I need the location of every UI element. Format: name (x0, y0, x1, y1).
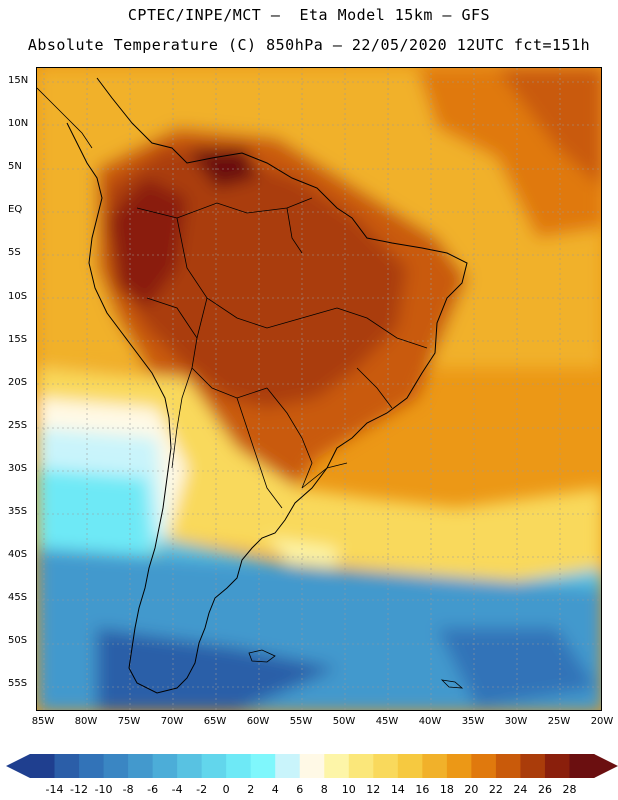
colorbar-bin (373, 754, 399, 778)
colorbar-label: -2 (196, 783, 208, 796)
lon-label: 20W (590, 716, 614, 727)
colorbar-label: -4 (171, 783, 183, 796)
colorbar-label: 20 (464, 783, 479, 796)
colorbar (6, 754, 618, 778)
colorbar-label: 8 (320, 783, 328, 796)
colorbar-label: 16 (415, 783, 430, 796)
colorbar-label: 0 (222, 783, 230, 796)
lat-label: 30S (8, 462, 28, 474)
central-america-coastline (37, 87, 93, 149)
lon-label: 55W (289, 716, 313, 727)
colorbar-bin (30, 754, 56, 778)
colorbar-label: -12 (70, 783, 89, 796)
field-andes-hot (107, 178, 187, 308)
lat-label: 10S (8, 290, 28, 302)
colorbar-label: 12 (366, 783, 381, 796)
colorbar-bin (103, 754, 129, 778)
lat-label: 40S (8, 549, 28, 561)
colorbar-label: -8 (122, 783, 134, 796)
south-america-coastline (66, 77, 468, 694)
lon-label: 75W (117, 716, 141, 727)
lat-label: EQ (8, 204, 23, 216)
field-venezuela-max (187, 148, 257, 188)
field-patagonia-cold (97, 628, 337, 710)
colorbar-bin (544, 754, 570, 778)
lat-label: 10N (8, 118, 29, 130)
lon-label: 70W (160, 716, 184, 727)
colorbar-bin (152, 754, 178, 778)
colorbar-label: 4 (271, 783, 279, 796)
falklands (248, 649, 276, 663)
colorbar-bin (226, 754, 252, 778)
colorbar-bin (397, 754, 423, 778)
colorbar-bin (348, 754, 374, 778)
colorbar-bin (495, 754, 521, 778)
colorbar-label: 6 (296, 783, 304, 796)
colorbar-bin (79, 754, 105, 778)
colorbar-bin (177, 754, 203, 778)
lon-label: 65W (203, 716, 227, 727)
colorbar-bin (250, 754, 276, 778)
lat-label: 55S (8, 678, 28, 690)
graticule (37, 68, 601, 710)
colorbar-bin (422, 754, 448, 778)
title-line-1: CPTEC/INPE/MCT – Eta Model 15km – GFS (127, 6, 491, 24)
colorbar-bin (520, 754, 546, 778)
map-panel[interactable] (36, 67, 602, 711)
lat-label: 45S (8, 592, 28, 604)
lon-label: 50W (332, 716, 356, 727)
field-ne-hot (497, 68, 601, 187)
colorbar-label: 18 (439, 783, 454, 796)
colorbar-bin (446, 754, 472, 778)
temperature-map (37, 68, 601, 710)
lon-label: 85W (31, 716, 55, 727)
colorbar-label: -14 (45, 783, 64, 796)
lon-label: 35W (461, 716, 485, 727)
colorbar-label: 28 (562, 783, 577, 796)
lat-label: 5S (8, 247, 21, 259)
colorbar-end-right (594, 754, 618, 778)
lat-label: 15S (8, 333, 28, 345)
colorbar-bin (324, 754, 350, 778)
south-georgia (440, 679, 464, 689)
lat-label: 50S (8, 635, 28, 647)
country-borders (136, 197, 428, 509)
colorbar-bin (128, 754, 154, 778)
lat-label: 15N (8, 75, 29, 86)
lon-label: 40W (418, 716, 442, 727)
lat-label: 20S (8, 376, 28, 388)
colorbar-bin (201, 754, 227, 778)
lon-label: 80W (74, 716, 98, 727)
lat-label: 5N (8, 161, 22, 173)
colorbar-bin (275, 754, 301, 778)
colorbar-label: 14 (390, 783, 405, 796)
lon-label: 45W (375, 716, 399, 727)
lon-label: 30W (504, 716, 528, 727)
title-line-2: Absolute Temperature (C) 850hPa – 22/05/… (27, 36, 591, 54)
colorbar-bin (569, 754, 595, 778)
colorbar-bin (299, 754, 325, 778)
lat-label: 25S (8, 419, 28, 431)
colorbar-label: 2 (247, 783, 255, 796)
colorbar-label: 10 (341, 783, 356, 796)
colorbar-label: -6 (147, 783, 159, 796)
colorbar-bin (471, 754, 497, 778)
lon-label: 25W (547, 716, 571, 727)
lat-label: 35S (8, 506, 28, 517)
colorbar-label: 26 (537, 783, 552, 796)
colorbar-label: -10 (94, 783, 113, 796)
colorbar-label: 24 (513, 783, 528, 796)
colorbar-bin (54, 754, 80, 778)
colorbar-label: 22 (488, 783, 503, 796)
lon-label: 60W (246, 716, 270, 727)
colorbar-end-left (6, 754, 30, 778)
